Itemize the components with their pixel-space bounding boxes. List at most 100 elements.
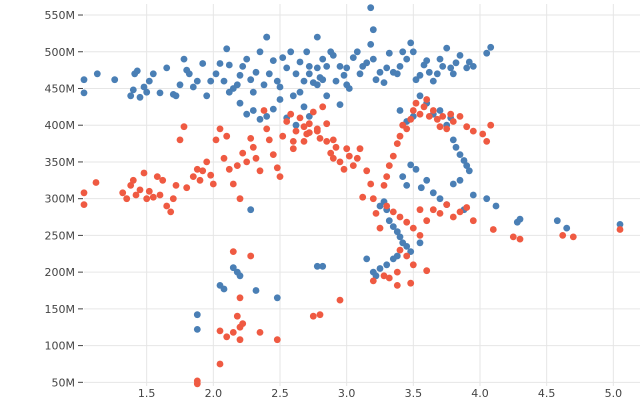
- data-point: [313, 81, 321, 89]
- data-point: [172, 92, 180, 100]
- data-point: [220, 77, 228, 85]
- data-point: [236, 272, 244, 280]
- data-point: [416, 71, 424, 79]
- data-point: [396, 213, 404, 221]
- data-point: [367, 4, 375, 12]
- data-point: [439, 113, 447, 120]
- x-tick-label: 3.5: [405, 387, 423, 400]
- data-point: [460, 157, 468, 164]
- data-point: [249, 88, 257, 96]
- data-point: [269, 151, 277, 159]
- data-point: [443, 125, 451, 133]
- data-point: [216, 360, 224, 368]
- data-point: [452, 59, 460, 67]
- data-point: [313, 64, 321, 72]
- data-point: [193, 380, 201, 388]
- data-point: [416, 232, 424, 239]
- data-point: [469, 217, 477, 225]
- data-point: [207, 171, 215, 179]
- data-point: [193, 77, 201, 85]
- data-point: [369, 195, 377, 203]
- data-point: [393, 228, 401, 236]
- data-point: [367, 41, 375, 48]
- data-point: [111, 76, 119, 84]
- data-point: [359, 193, 367, 201]
- data-point: [569, 233, 577, 241]
- data-point: [363, 255, 371, 263]
- data-point: [463, 162, 471, 170]
- y-tick-label: 50M: [52, 376, 76, 389]
- data-point: [369, 55, 377, 63]
- data-point: [433, 70, 441, 78]
- data-point: [323, 63, 331, 70]
- data-point: [363, 59, 371, 67]
- data-point: [323, 120, 331, 128]
- x-tick-label: 2.5: [271, 387, 289, 400]
- data-point: [189, 173, 197, 181]
- data-point: [292, 70, 300, 78]
- data-point: [193, 311, 201, 319]
- data-point: [469, 191, 477, 199]
- data-point: [456, 151, 464, 159]
- data-point: [385, 49, 393, 57]
- data-point: [456, 176, 464, 184]
- data-point: [239, 63, 247, 70]
- data-point: [249, 143, 257, 151]
- data-point: [343, 81, 351, 89]
- data-point: [136, 186, 144, 194]
- data-point: [140, 83, 148, 91]
- data-point: [465, 167, 473, 175]
- data-point: [199, 167, 207, 175]
- data-point: [136, 93, 144, 101]
- data-point: [396, 63, 404, 70]
- data-point: [463, 64, 471, 72]
- data-point: [289, 138, 297, 145]
- data-point: [263, 125, 271, 133]
- data-point: [236, 71, 244, 79]
- data-point: [319, 103, 327, 111]
- data-point: [212, 70, 220, 78]
- data-point: [236, 336, 244, 344]
- data-point: [483, 195, 491, 203]
- data-point: [487, 43, 495, 51]
- data-point: [447, 64, 455, 72]
- data-point: [449, 136, 457, 144]
- data-point: [140, 169, 148, 177]
- data-point: [483, 49, 491, 57]
- data-point: [399, 173, 407, 181]
- series-1: [80, 4, 624, 333]
- data-point: [563, 224, 571, 232]
- data-point: [276, 173, 284, 181]
- data-point: [300, 138, 308, 145]
- data-point: [449, 118, 457, 125]
- data-point: [409, 261, 417, 269]
- data-point: [367, 180, 375, 188]
- data-point: [80, 76, 88, 84]
- data-point: [273, 294, 281, 302]
- data-point: [260, 81, 268, 89]
- data-point: [336, 101, 344, 108]
- data-point: [196, 176, 204, 184]
- data-point: [229, 264, 237, 272]
- data-point: [287, 110, 295, 118]
- data-point: [279, 54, 287, 61]
- data-point: [269, 105, 277, 113]
- data-point: [263, 33, 271, 41]
- data-point: [119, 189, 127, 197]
- x-tick-label: 4.0: [471, 387, 489, 400]
- data-point: [443, 201, 451, 209]
- data-point: [436, 195, 444, 203]
- data-point: [376, 68, 384, 76]
- data-point: [167, 208, 175, 216]
- data-point: [380, 182, 388, 189]
- data-point: [403, 252, 411, 260]
- data-point: [443, 44, 451, 52]
- data-point: [489, 226, 497, 233]
- data-point: [340, 71, 348, 79]
- data-point: [487, 121, 495, 129]
- data-point: [383, 261, 391, 269]
- data-point: [409, 224, 417, 232]
- data-point: [129, 86, 137, 94]
- data-point: [249, 107, 257, 114]
- data-point: [509, 233, 517, 241]
